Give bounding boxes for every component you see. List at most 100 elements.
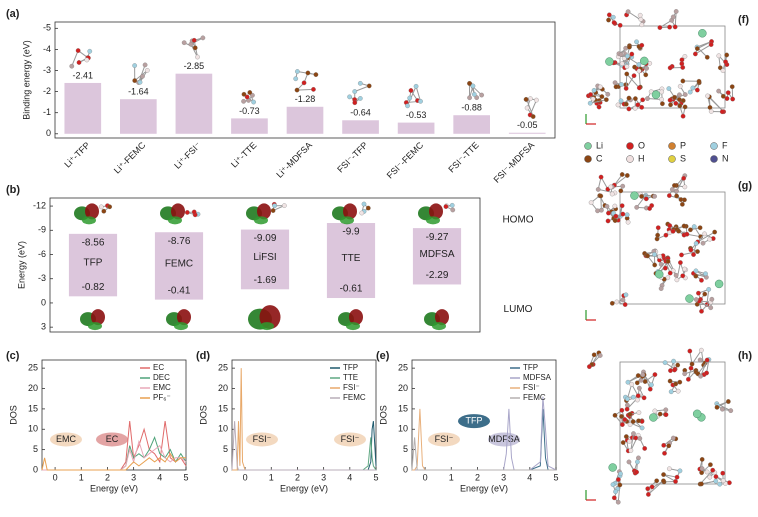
bar <box>453 115 490 134</box>
atom <box>670 435 676 441</box>
legend-bg <box>708 153 746 165</box>
atom <box>652 194 657 199</box>
bond <box>297 88 314 91</box>
atom <box>620 183 626 189</box>
atom <box>673 479 678 484</box>
atom <box>241 91 247 97</box>
atom <box>637 436 643 441</box>
atom <box>587 364 592 369</box>
atom <box>677 379 683 385</box>
atom <box>720 470 726 476</box>
atom <box>655 232 660 238</box>
bond <box>630 433 634 451</box>
atom <box>699 457 705 462</box>
y-tick-label: 0 <box>33 464 38 474</box>
x-axis-label: Energy (eV) <box>90 483 138 493</box>
atom <box>659 97 665 102</box>
y-tick-label: 10 <box>28 424 38 434</box>
atom <box>624 64 630 69</box>
atom <box>723 59 728 65</box>
y-tick-label: 15 <box>218 403 228 413</box>
atom <box>670 14 676 20</box>
atom <box>640 97 646 103</box>
atom <box>625 402 630 408</box>
atom <box>357 96 363 101</box>
value-label: -0.64 <box>350 108 371 118</box>
annotation-bubble <box>488 432 520 447</box>
y-tick-label: -4 <box>43 44 51 54</box>
atom-legend-label: C <box>596 153 603 163</box>
x-tick-label: FSI⁻-FEMC <box>385 140 426 181</box>
x-tick-label: 5 <box>553 472 558 482</box>
x-tick-label: 4 <box>157 472 162 482</box>
atom <box>661 442 667 448</box>
atom <box>665 259 671 264</box>
orbital-lobe <box>168 216 182 225</box>
atom-legend-dot <box>668 155 676 163</box>
atom <box>615 102 621 108</box>
atom <box>619 407 625 413</box>
atom <box>84 57 90 63</box>
lumo-value: -2.29 <box>426 270 449 281</box>
atom <box>673 9 679 14</box>
homo-value: -8.76 <box>168 236 191 247</box>
atom <box>663 232 669 238</box>
atom <box>596 104 602 110</box>
atom <box>674 193 679 199</box>
atom <box>661 478 666 484</box>
atom <box>704 469 710 475</box>
atom <box>610 482 616 487</box>
bond <box>190 44 198 58</box>
atom <box>666 86 672 91</box>
atom <box>724 96 730 101</box>
lumo-value: -1.69 <box>254 275 277 286</box>
atom <box>698 373 703 379</box>
atom <box>635 102 641 108</box>
li-ion <box>714 279 724 289</box>
atom <box>408 88 414 93</box>
li-ion <box>605 57 614 66</box>
annotation: FSI⁻ <box>435 434 454 444</box>
atom <box>87 48 93 54</box>
orbital-lobe <box>174 322 188 331</box>
atom <box>704 54 710 60</box>
atom-legend-dot <box>626 142 634 150</box>
bar <box>342 120 379 134</box>
atom <box>699 277 704 283</box>
panel-label: (e) <box>376 350 390 362</box>
atom <box>727 480 732 486</box>
atom <box>598 174 604 180</box>
atom <box>699 466 705 471</box>
atom <box>449 202 455 208</box>
atom <box>622 417 628 422</box>
panel-label: (h) <box>738 350 752 362</box>
atom <box>672 24 678 30</box>
atom <box>691 224 697 229</box>
atom <box>681 223 687 229</box>
atom <box>467 81 472 86</box>
atom <box>705 93 710 99</box>
y-tick-label: 20 <box>218 383 228 393</box>
legend-label: FSI⁻ <box>343 383 360 392</box>
atom <box>293 76 299 82</box>
homo-value: -9.27 <box>426 232 449 243</box>
atom-legend-label: O <box>638 140 645 150</box>
atom <box>642 446 648 451</box>
atom <box>623 434 629 439</box>
atom-legend-dot <box>626 155 634 163</box>
atom <box>671 358 676 364</box>
atom <box>359 210 365 216</box>
atom <box>612 80 618 86</box>
atom <box>716 88 722 94</box>
cell-box <box>619 191 726 305</box>
atom-legend-label: S <box>680 153 686 163</box>
panel-label: (d) <box>196 350 210 362</box>
atom <box>720 68 726 73</box>
atom <box>668 102 673 108</box>
bond <box>407 86 417 107</box>
legend-bg <box>624 140 662 152</box>
li-ion <box>640 56 649 66</box>
atom <box>709 296 715 302</box>
atom <box>689 361 695 367</box>
atom <box>708 305 714 311</box>
